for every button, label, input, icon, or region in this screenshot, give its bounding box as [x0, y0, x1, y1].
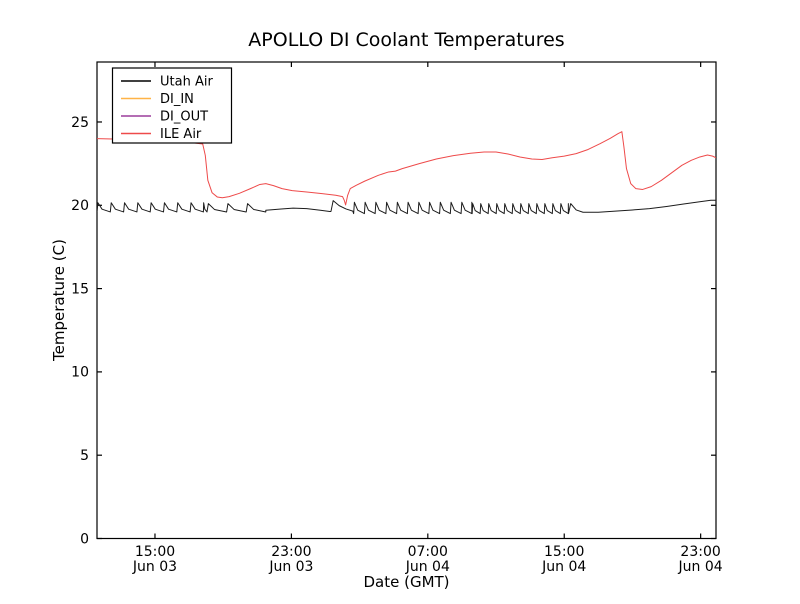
legend-label-di-in: DI_IN	[160, 92, 194, 107]
x-axis-label: Date (GMT)	[363, 573, 449, 591]
series-ile-air	[97, 131, 716, 206]
x-axis-tick-labels: 15:00 Jun 03 23:00 Jun 03 07:00 Jun 04 1…	[132, 544, 723, 575]
y-tick-label: 10	[71, 365, 89, 381]
chart-title: APOLLO DI Coolant Temperatures	[248, 29, 564, 51]
x-tick-label: 07:00	[408, 544, 448, 560]
legend-label-di-out: DI_OUT	[160, 110, 208, 125]
x-tick-label: Jun 04	[405, 559, 450, 575]
x-tick-label: Jun 04	[541, 559, 586, 575]
y-tick-label: 25	[71, 115, 89, 131]
plot-border	[96, 61, 717, 540]
legend-label-utah-air: Utah Air	[160, 75, 213, 90]
axis-ticks	[97, 62, 716, 540]
y-tick-label: 0	[80, 531, 89, 547]
y-axis-label: Temperature (C)	[50, 239, 68, 362]
data-curves	[97, 131, 716, 215]
x-tick-label: Jun 03	[132, 559, 177, 575]
legend-label-ile-air: ILE Air	[160, 127, 202, 142]
x-tick-label: Jun 04	[678, 559, 723, 575]
series-utah-air	[97, 199, 716, 215]
y-axis-tick-labels: 0 5 10 15 20 25	[71, 115, 89, 547]
y-tick-label: 15	[71, 281, 89, 297]
x-tick-label: Jun 03	[268, 559, 313, 575]
x-tick-label: 15:00	[544, 544, 584, 560]
y-tick-label: 20	[71, 198, 89, 214]
legend: Utah Air DI_IN DI_OUT ILE Air	[111, 67, 233, 144]
x-tick-label: 15:00	[135, 544, 175, 560]
x-tick-label: 23:00	[680, 544, 720, 560]
y-tick-label: 5	[80, 448, 89, 464]
x-tick-label: 23:00	[271, 544, 311, 560]
